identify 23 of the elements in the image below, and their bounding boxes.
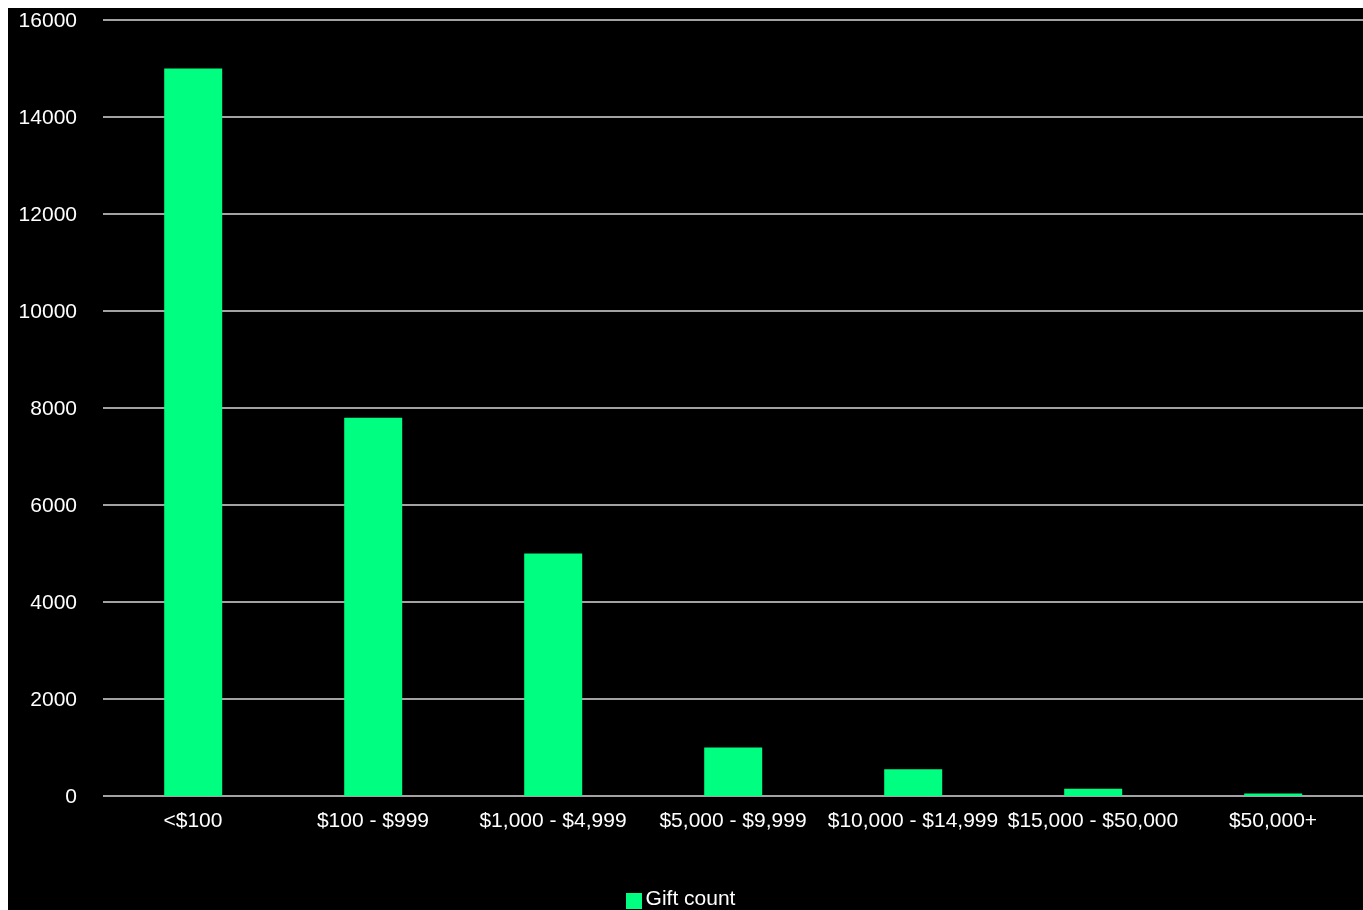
x-tick-label: $5,000 - $9,999 <box>659 807 807 831</box>
x-tick-label: <$100 <box>163 807 223 831</box>
y-tick-label: 0 <box>65 784 77 808</box>
y-tick-label: 14000 <box>18 105 77 129</box>
y-tick-label: 10000 <box>18 299 77 323</box>
x-tick-label: $50,000+ <box>1228 807 1318 831</box>
x-tick-label: $15,000 - $50,000 <box>1007 807 1179 831</box>
x-tick-label: $100 - $999 <box>316 807 430 831</box>
y-tick-label: 8000 <box>30 396 77 420</box>
bar <box>1064 788 1123 796</box>
bar <box>524 553 583 796</box>
y-tick-label: 12000 <box>18 202 77 226</box>
x-tick-label: $1,000 - $4,999 <box>479 807 627 831</box>
y-tick-label: 16000 <box>18 8 77 32</box>
bar <box>884 769 943 796</box>
y-tick-label: 6000 <box>30 493 77 517</box>
bar <box>704 747 763 796</box>
x-tick-label: $10,000 - $14,999 <box>827 807 999 831</box>
y-tick-label: 4000 <box>30 590 77 614</box>
bar <box>344 417 403 796</box>
bar <box>164 68 223 796</box>
legend-label: Gift count <box>645 886 736 909</box>
y-tick-label: 2000 <box>30 687 77 711</box>
